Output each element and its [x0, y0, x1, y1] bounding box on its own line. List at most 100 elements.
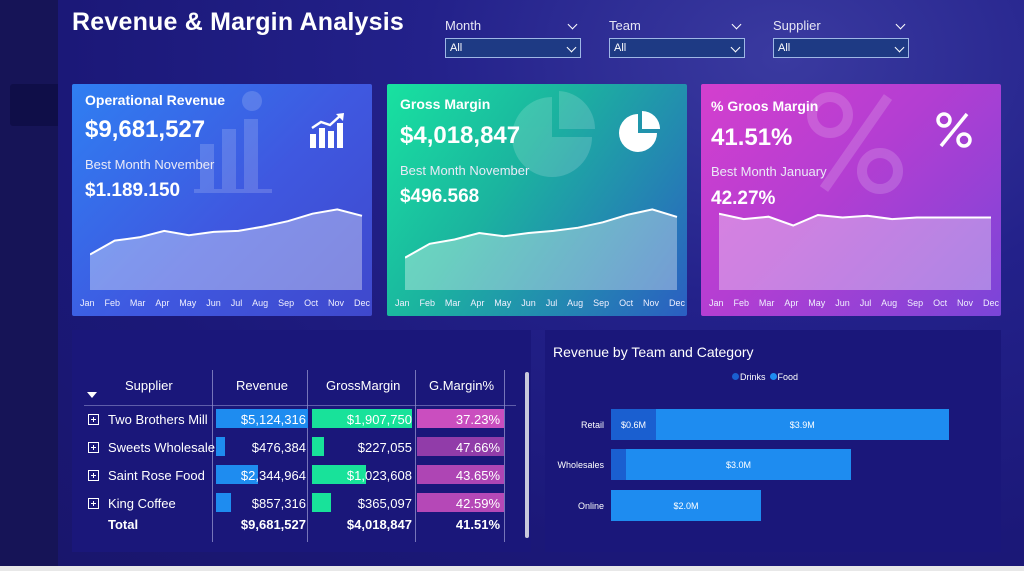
month-tick: Nov	[957, 298, 974, 308]
bar-data-label: $3.0M	[725, 459, 751, 470]
card-title: Gross Margin	[400, 96, 491, 112]
filter-team-value: All	[614, 42, 627, 54]
expand-icon[interactable]	[88, 442, 99, 453]
bar-food-wholesales[interactable]: $3.0M	[626, 449, 851, 480]
gross-margin-value: $1,907,750	[346, 412, 412, 427]
chevron-down-icon[interactable]	[896, 21, 905, 30]
bar-drinks-retail[interactable]: $0.6M	[611, 409, 656, 440]
legend-dot	[732, 373, 739, 380]
filter-supplier[interactable]: Supplier All	[773, 14, 909, 58]
table-scrollbar[interactable]	[525, 372, 529, 538]
category-label: Online	[577, 501, 604, 511]
supplier-table-panel: Supplier Revenue GrossMargin G.Margin% T…	[72, 330, 531, 552]
card-gross-margin: Gross Margin $4,018,847 Best Month Novem…	[387, 84, 687, 316]
sort-down-icon[interactable]	[87, 392, 97, 398]
gm-pct-value: 43.65%	[455, 468, 500, 483]
legend-label: Drinks	[740, 372, 766, 382]
month-tick: Oct	[933, 298, 948, 308]
filter-month-value: All	[450, 42, 463, 54]
month-tick: Jul	[545, 298, 558, 308]
month-tick: Jan	[80, 298, 95, 308]
filter-month-dropdown[interactable]: All	[445, 38, 581, 58]
table-row[interactable]: King Coffee $857,316 $365,097 42.59%	[84, 492, 516, 516]
legend-item-drinks[interactable]: Drinks	[732, 372, 766, 382]
expand-icon[interactable]	[88, 470, 99, 481]
revenue-value: $2,344,964	[240, 468, 306, 483]
filter-supplier-dropdown[interactable]: All	[773, 38, 909, 58]
column-divider	[415, 370, 416, 542]
column-divider	[504, 370, 505, 542]
month-tick: Dec	[353, 298, 370, 308]
bar-food-retail[interactable]: $3.9M	[656, 409, 949, 440]
month-tick: Jun	[835, 298, 850, 308]
month-axis: Jan Feb Mar Apr May Jun Jul Aug Sep Oct Nov Dec	[709, 298, 999, 308]
percent-watermark-icon	[807, 92, 903, 194]
gm-pct-cell	[417, 493, 504, 512]
month-tick: Dec	[982, 298, 999, 308]
chevron-down-icon[interactable]	[567, 44, 576, 53]
revenue-value: $857,316	[251, 496, 306, 511]
bottom-strip	[0, 566, 1024, 571]
filter-month[interactable]: Month All	[445, 14, 581, 58]
column-divider	[212, 370, 213, 542]
legend-dot	[769, 373, 777, 380]
gross-margin-bar	[312, 409, 412, 428]
sparkline-line	[90, 208, 363, 256]
month-axis: Jan Feb Mar Apr May Jun Jul Aug Sep Oct Nov Dec	[80, 298, 370, 308]
card-value: $4,018,847	[400, 122, 521, 149]
filter-supplier-label: Supplier	[773, 17, 821, 33]
chevron-down-icon[interactable]	[895, 44, 904, 53]
month-tick: Dec	[668, 298, 685, 308]
filter-team-dropdown[interactable]: All	[609, 38, 745, 58]
month-tick: Nov	[643, 298, 660, 308]
header-supplier[interactable]: Supplier	[125, 378, 173, 393]
month-tick: Jul	[859, 298, 872, 308]
header-revenue[interactable]: Revenue	[236, 378, 289, 393]
month-tick: Aug	[252, 298, 269, 308]
sidebar-tab[interactable]	[10, 84, 58, 126]
table-row[interactable]: Sweets Wholesale $476,384 $227,055 47.66%	[84, 436, 516, 460]
gross-margin-value: $227,055	[357, 440, 412, 455]
legend-item-food[interactable]: Food	[769, 372, 798, 382]
bar-chart-icon	[310, 113, 344, 148]
table-row[interactable]: Saint Rose Food $2,344,964 $1,023,608 43.65…	[84, 464, 516, 488]
month-axis: Jan Feb Mar Apr May Jun Jul Aug Sep Oct Nov Dec	[395, 298, 685, 308]
card-best-month-value: 42.27%	[711, 188, 776, 209]
month-tick: Nov	[328, 298, 345, 308]
dashboard-title: Revenue & Margin Analysis	[72, 8, 404, 36]
chevron-down-icon[interactable]	[732, 21, 741, 30]
bar-data-label: $0.6M	[620, 419, 646, 430]
header-gross-margin[interactable]: GrossMargin	[326, 378, 401, 393]
card-best-month-label: Best Month November	[400, 163, 530, 178]
month-tick: Jun	[206, 298, 221, 308]
column-divider	[307, 370, 308, 542]
card-title: % Groos Margin	[711, 98, 819, 114]
month-tick: May	[808, 298, 826, 308]
card-sparkline	[719, 212, 991, 290]
gm-pct-value: 42.59%	[455, 496, 500, 511]
chevron-down-icon[interactable]	[731, 44, 740, 53]
pie-chart-icon	[619, 111, 660, 152]
filter-team-label: Team	[609, 17, 641, 33]
sparkline-area	[719, 213, 991, 290]
header-gm-pct[interactable]: G.Margin%	[429, 378, 495, 393]
expand-icon[interactable]	[88, 414, 99, 425]
bar-food-online[interactable]: $2.0M	[611, 490, 761, 521]
gross-margin-bar	[312, 493, 332, 512]
bar-drinks-wholesales[interactable]	[611, 449, 626, 480]
month-tick: Jul	[230, 298, 243, 308]
table-row[interactable]: Two Brothers Mill $5,124,316 $1,907,750 37.…	[84, 408, 516, 432]
bar-data-label: $2.0M	[673, 500, 699, 511]
expand-icon[interactable]	[88, 498, 99, 509]
card-best-month-value: $1.189.150	[85, 180, 181, 201]
month-tick: Feb	[733, 298, 749, 308]
left-sidebar	[0, 0, 58, 571]
chevron-down-icon[interactable]	[568, 21, 577, 30]
filter-team[interactable]: Team All	[609, 14, 745, 58]
month-tick: Oct	[619, 298, 634, 308]
header-divider	[84, 405, 516, 406]
gm-pct-cell	[417, 437, 504, 456]
supplier-name: Saint Rose Food	[108, 468, 205, 483]
gm-pct-value: 47.66%	[455, 440, 500, 455]
gross-margin-bar	[312, 465, 366, 484]
